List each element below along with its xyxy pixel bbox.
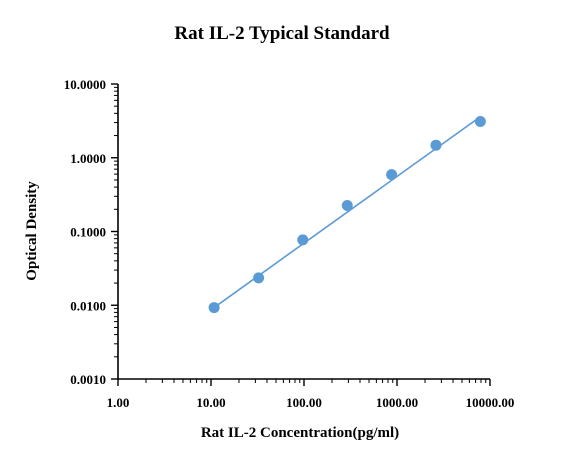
x-axis-tick-labels: 1.00 10.00 100.00 1000.00 10000.00 [107,395,515,410]
chart-title: Rat IL-2 Typical Standard [174,23,390,44]
x-axis-ticks [117,379,491,386]
data-point [430,139,442,151]
data-point [208,302,220,314]
data-point [253,272,265,284]
y-tick-label: 0.1000 [70,225,106,240]
y-axis-ticks [111,83,118,380]
data-point [341,200,353,212]
x-tick-label: 1000.00 [376,395,418,410]
x-tick-label: 100.00 [286,395,322,410]
y-tick-label: 1.0000 [70,151,106,166]
data-points [208,116,486,314]
x-axis-label: Rat IL-2 Concentration(pg/ml) [201,425,399,441]
y-axis-label: Optical Density [24,181,40,281]
y-tick-label: 10.0000 [64,77,106,92]
data-point [386,169,398,181]
data-point [297,234,309,246]
y-tick-label: 0.0100 [70,298,106,313]
x-tick-label: 10.00 [196,395,225,410]
x-tick-label: 10000.00 [466,395,515,410]
y-axis-tick-labels: 0.0010 0.0100 0.1000 1.0000 10.0000 [64,77,106,387]
data-point [474,116,486,128]
x-tick-label: 1.00 [107,395,130,410]
y-tick-label: 0.0010 [70,372,106,387]
